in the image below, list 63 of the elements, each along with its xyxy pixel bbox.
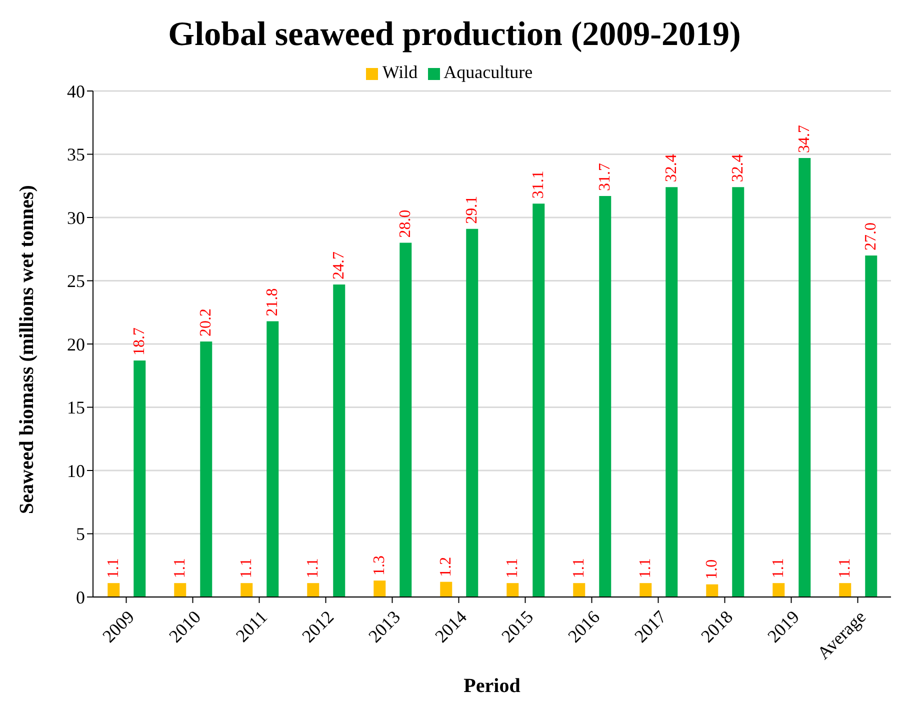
data-label: 24.7 <box>330 252 348 280</box>
x-axis-title: Period <box>464 675 520 697</box>
data-label: 31.7 <box>596 162 614 191</box>
bar <box>666 187 678 597</box>
data-label: 1.2 <box>438 556 455 577</box>
data-label: 1.1 <box>105 558 122 578</box>
x-tick-label: 2011 <box>232 606 272 646</box>
bar <box>266 321 279 597</box>
data-label: 1.1 <box>637 558 654 578</box>
bar <box>506 583 519 597</box>
y-tick-label: 35 <box>67 144 85 165</box>
data-label: 1.1 <box>172 558 189 578</box>
data-label: 21.8 <box>264 288 282 316</box>
bar <box>573 583 586 597</box>
legend-label: Aquaculture <box>444 62 533 82</box>
data-label: 32.4 <box>663 154 680 182</box>
data-label: 28.0 <box>397 210 414 238</box>
bar <box>798 158 811 597</box>
data-label: 1.3 <box>371 556 388 576</box>
bar <box>466 228 478 597</box>
bar <box>374 580 386 597</box>
y-axis-title: Seaweed biomass (millions wet tonnes) <box>16 185 38 514</box>
data-label: 1.0 <box>704 559 721 580</box>
bar <box>706 584 718 597</box>
data-label: 20.2 <box>198 308 215 336</box>
bar <box>772 583 785 597</box>
chart-title: Global seaweed production (2009-2019) <box>167 15 742 55</box>
bar <box>400 242 412 597</box>
legend-label: Wild <box>382 62 418 82</box>
bar <box>640 583 652 597</box>
data-label: 1.1 <box>836 558 854 578</box>
bar <box>839 583 852 597</box>
data-label: 31.1 <box>530 170 548 199</box>
data-label: 1.1 <box>570 558 588 578</box>
bar <box>440 582 452 597</box>
bar <box>333 284 346 597</box>
bar <box>240 583 253 597</box>
data-label: 27.0 <box>862 222 880 250</box>
bar <box>134 360 146 597</box>
data-label: 1.1 <box>504 558 522 578</box>
y-tick-label: 15 <box>67 398 85 418</box>
bar <box>599 196 612 597</box>
bar <box>532 204 545 597</box>
bar <box>200 341 212 597</box>
y-tick-label: 40 <box>67 81 85 102</box>
data-label: 29.1 <box>464 196 481 224</box>
y-tick-label: 20 <box>67 334 85 354</box>
bar <box>732 187 744 597</box>
y-tick-label: 0 <box>76 587 85 608</box>
data-label: 32.4 <box>730 154 747 182</box>
data-label: 1.1 <box>304 558 322 578</box>
bar <box>108 583 120 597</box>
data-label: 1.1 <box>770 558 788 578</box>
data-label: 34.7 <box>796 125 814 154</box>
y-tick-label: 25 <box>67 271 85 292</box>
data-label: 1.1 <box>238 558 256 578</box>
bar <box>307 583 320 597</box>
y-tick-label: 5 <box>76 524 85 544</box>
bar <box>174 583 186 597</box>
data-label: 18.7 <box>131 327 148 356</box>
y-tick-label: 10 <box>67 460 85 481</box>
y-tick-label: 30 <box>67 208 85 228</box>
bar <box>865 255 878 597</box>
